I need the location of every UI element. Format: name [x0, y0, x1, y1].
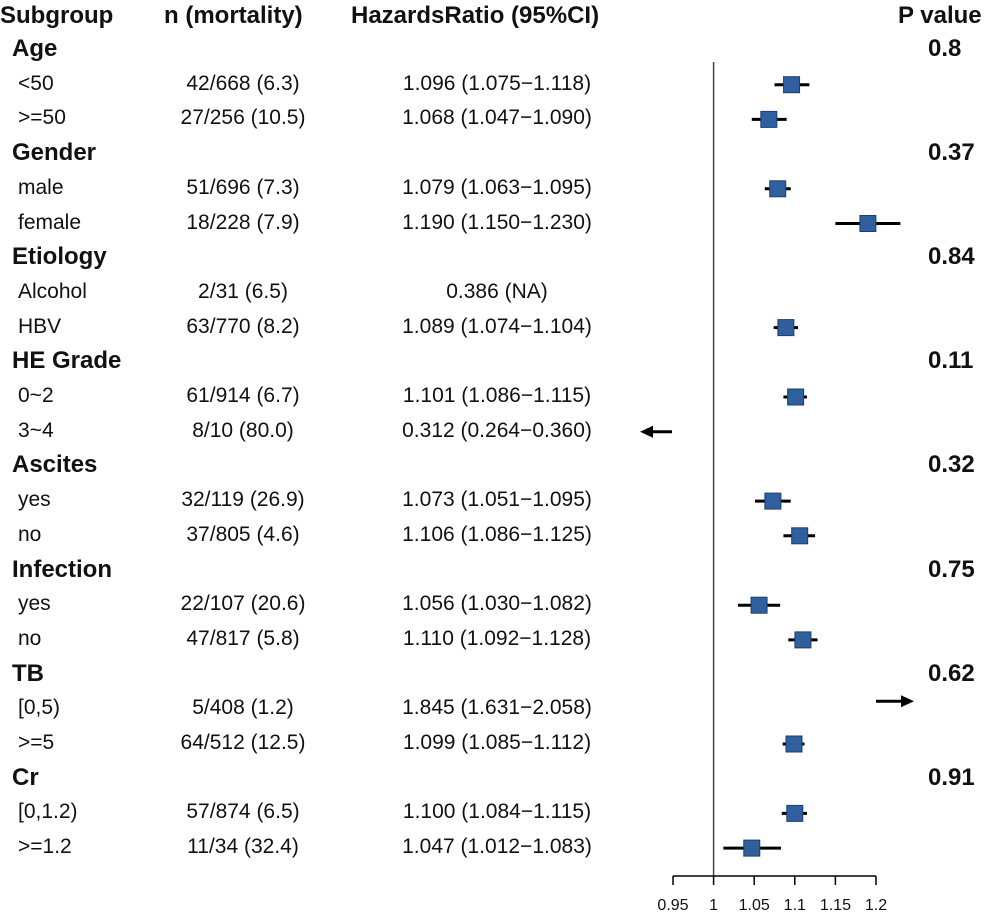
subgroup-label: 0~2	[18, 384, 54, 407]
mortality-count: 5/408 (1.2)	[192, 696, 294, 720]
mortality-count: 37/805 (4.6)	[186, 522, 300, 546]
hazard-ratio-text: 1.099 (1.085−1.112)	[402, 731, 592, 754]
group-label: Cr	[12, 763, 39, 791]
group-p-value: 0.8	[928, 35, 962, 62]
hazard-ratio-text: 1.068 (1.047−1.090)	[402, 106, 592, 130]
x-tick-label: 1.15	[820, 897, 851, 914]
hr-marker	[777, 319, 795, 337]
subgroup-label: HBV	[18, 314, 62, 338]
subgroup-label: yes	[18, 592, 51, 616]
hr-marker	[787, 388, 805, 406]
hr-marker	[760, 110, 778, 128]
hazard-ratio-text: 0.386 (NA)	[446, 279, 548, 303]
subgroup-label: no	[18, 522, 42, 546]
x-tick-label: 1	[709, 897, 718, 914]
group-label: Etiology	[12, 243, 107, 271]
hr-marker	[750, 596, 768, 614]
mortality-count: 8/10 (80.0)	[192, 418, 294, 442]
x-tick-label: 1.05	[739, 897, 770, 914]
hazard-ratio-text: 0.312 (0.264−0.360)	[402, 418, 592, 442]
subgroup-label: 3~4	[18, 418, 54, 442]
subgroup-label: [0,5)	[18, 696, 61, 720]
mortality-count: 42/668 (6.3)	[186, 71, 300, 95]
hazard-ratio-text: 1.845 (1.631−2.058)	[402, 696, 592, 720]
hazard-ratio-text: 1.079 (1.063−1.095)	[402, 175, 592, 199]
hr-marker	[785, 735, 803, 753]
hr-marker	[743, 839, 761, 857]
mortality-count: 47/817 (5.8)	[186, 626, 300, 650]
subgroup-label: male	[18, 175, 64, 199]
mortality-count: 22/107 (20.6)	[180, 592, 306, 616]
mortality-count: 2/31 (6.5)	[198, 279, 288, 303]
hr-marker	[859, 215, 877, 232]
offscale-arrowhead-right	[901, 695, 914, 708]
hazard-ratio-text: 1.106 (1.086−1.125)	[402, 522, 592, 546]
hr-marker	[794, 631, 812, 649]
hr-marker	[786, 804, 804, 822]
mortality-count: 61/914 (6.7)	[186, 384, 300, 407]
group-p-value: 0.91	[928, 763, 975, 791]
group-label: Ascites	[12, 451, 98, 479]
hr-marker	[764, 492, 782, 510]
mortality-count: 57/874 (6.5)	[186, 800, 300, 824]
hazard-ratio-text: 1.056 (1.030−1.082)	[402, 592, 592, 616]
mortality-count: 63/770 (8.2)	[186, 314, 300, 338]
subgroup-label: <50	[18, 71, 54, 95]
group-label: HE Grade	[12, 347, 122, 375]
group-label: Infection	[12, 555, 112, 583]
header-subgroup: Subgroup	[0, 2, 114, 29]
group-p-value: 0.62	[928, 659, 975, 687]
subgroup-label: female	[18, 210, 82, 234]
group-label: Gender	[12, 139, 97, 167]
group-label: Age	[12, 35, 58, 62]
group-p-value: 0.32	[928, 451, 975, 479]
hr-marker	[791, 527, 809, 545]
hr-marker	[769, 180, 787, 198]
subgroup-label: [0,1.2)	[18, 800, 78, 824]
subgroup-label: Alcohol	[18, 279, 87, 303]
hazard-ratio-text: 1.101 (1.086−1.115)	[402, 384, 592, 407]
group-p-value: 0.84	[928, 243, 975, 271]
subgroup-label: >=1.2	[18, 835, 72, 859]
x-tick-label: 1.2	[865, 897, 887, 914]
offscale-arrowhead-left	[640, 425, 653, 438]
mortality-count: 27/256 (10.5)	[180, 106, 306, 130]
hazard-ratio-text: 1.073 (1.051−1.095)	[402, 488, 592, 512]
header-n-mortality: n (mortality)	[164, 2, 303, 29]
mortality-count: 18/228 (7.9)	[186, 210, 300, 234]
x-tick-label: 1.1	[784, 897, 806, 914]
mortality-count: 11/34 (32.4)	[187, 835, 299, 859]
hr-marker	[783, 76, 801, 94]
group-p-value: 0.11	[928, 347, 974, 375]
mortality-count: 51/696 (7.3)	[186, 175, 300, 199]
hazard-ratio-text: 1.089 (1.074−1.104)	[402, 314, 592, 338]
subgroup-label: >=50	[18, 106, 66, 130]
group-p-value: 0.37	[928, 139, 975, 167]
hazard-ratio-text: 1.047 (1.012−1.083)	[402, 835, 592, 859]
mortality-count: 64/512 (12.5)	[180, 731, 306, 754]
hazard-ratio-text: 1.110 (1.092−1.128)	[402, 626, 592, 650]
subgroup-label: >=5	[18, 731, 55, 754]
subgroup-label: yes	[18, 488, 51, 512]
subgroup-label: no	[18, 626, 42, 650]
header-hazard-ratio: HazardsRatio (95%CI)	[351, 2, 600, 29]
hazard-ratio-text: 1.100 (1.084−1.115)	[402, 800, 592, 824]
group-label: TB	[12, 659, 44, 687]
group-p-value: 0.75	[928, 555, 975, 583]
hazard-ratio-text: 1.096 (1.075−1.118)	[402, 71, 592, 95]
mortality-count: 32/119 (26.9)	[181, 488, 305, 512]
x-tick-label: 0.95	[657, 897, 688, 914]
hazard-ratio-text: 1.190 (1.150−1.230)	[402, 210, 592, 234]
header-p-value: P value	[898, 2, 982, 29]
